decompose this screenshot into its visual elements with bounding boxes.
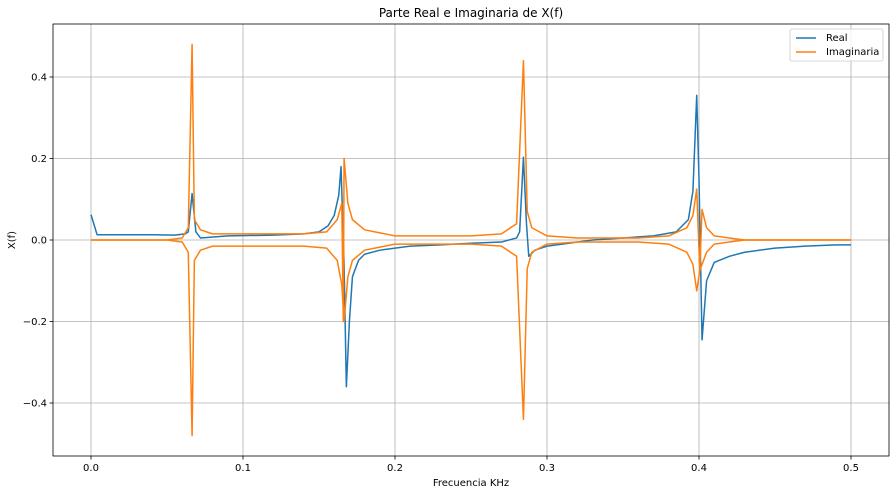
chart-title: Parte Real e Imaginaria de X(f): [379, 6, 563, 20]
y-tick-label: 0.2: [31, 154, 47, 165]
x-tick-label: 0.0: [83, 463, 99, 474]
y-axis-label: X(f): [7, 231, 18, 249]
legend-box: [789, 28, 884, 62]
x-tick-label: 0.3: [539, 463, 555, 474]
y-tick-label: −0.2: [23, 317, 47, 328]
legend-label-imaginaria: Imaginaria: [826, 47, 879, 58]
y-axis-ticks: 0.4 0.2 0.0 −0.2 −0.4: [23, 72, 53, 410]
x-axis-label: Frecuencia KHz: [433, 478, 509, 489]
y-tick-label: 0.0: [31, 236, 47, 247]
y-tick-label: −0.4: [23, 399, 47, 410]
series-line-imaginaria-1: [91, 43, 851, 323]
series-line-imaginaria-lower-2: [91, 239, 851, 437]
x-tick-label: 0.2: [387, 463, 403, 474]
legend: Real Imaginaria: [789, 28, 884, 62]
x-tick-label: 0.1: [235, 463, 251, 474]
series-layer: [90, 43, 851, 437]
x-tick-label: 0.5: [843, 463, 859, 474]
x-tick-label: 0.4: [691, 463, 707, 474]
legend-label-real: Real: [826, 33, 848, 44]
y-tick-label: 0.4: [31, 72, 47, 83]
x-axis-ticks: 0.0 0.1 0.2 0.3 0.4 0.5: [83, 456, 859, 474]
